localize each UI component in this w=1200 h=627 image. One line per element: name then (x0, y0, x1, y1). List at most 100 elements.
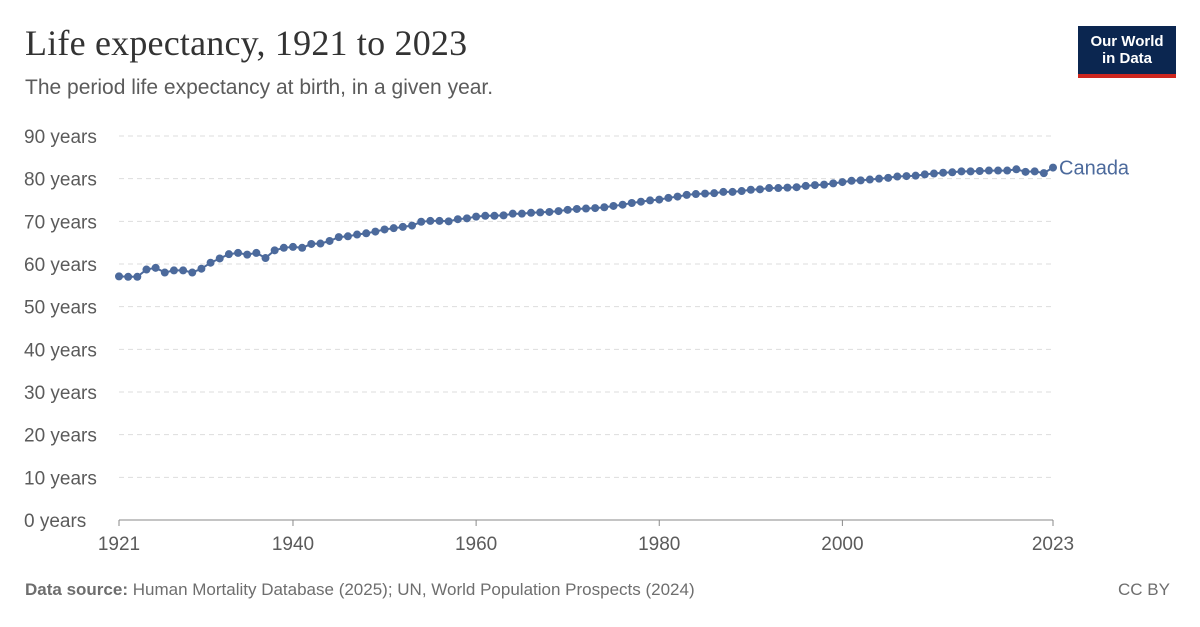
data-point (563, 205, 572, 214)
data-point (710, 189, 719, 198)
data-point (124, 272, 133, 281)
data-point (975, 166, 984, 175)
data-point (453, 215, 462, 224)
data-point (902, 172, 911, 181)
data-point (426, 216, 435, 225)
data-point (636, 197, 645, 206)
data-point (920, 170, 929, 179)
data-point (499, 211, 508, 220)
y-tick-label: 80 years (24, 170, 97, 191)
data-point (774, 184, 783, 193)
data-point (765, 184, 774, 193)
data-point (444, 217, 453, 226)
data-point (462, 214, 471, 223)
data-point (517, 209, 526, 218)
data-point (1030, 167, 1039, 176)
data-point (939, 168, 948, 177)
data-point (536, 208, 545, 217)
data-point (875, 174, 884, 183)
data-point (609, 201, 618, 210)
data-point (627, 198, 636, 207)
data-point (398, 222, 407, 231)
data-point (224, 250, 233, 259)
data-point (929, 169, 938, 178)
data-point (481, 211, 490, 220)
license-link[interactable]: CC BY (1118, 580, 1170, 599)
data-point (215, 254, 224, 263)
data-point (591, 204, 600, 213)
x-tick-label: 1940 (272, 534, 314, 555)
x-tick-label: 2000 (821, 534, 863, 555)
data-point (994, 166, 1003, 175)
y-tick-label: 70 years (24, 212, 97, 233)
data-point (865, 175, 874, 184)
data-point (966, 167, 975, 176)
data-point (362, 229, 371, 238)
data-point (655, 195, 664, 204)
y-tick-label: 50 years (24, 298, 97, 319)
data-point (316, 239, 325, 248)
data-point (179, 266, 188, 275)
series-label: Canada (1059, 158, 1130, 180)
data-point (1049, 163, 1057, 172)
x-tick-label: 1980 (638, 534, 680, 555)
data-point (728, 187, 737, 196)
chart-subtitle: The period life expectancy at birth, in … (25, 76, 494, 99)
data-point (737, 187, 746, 196)
data-point (810, 181, 819, 190)
data-point (115, 272, 123, 281)
data-point (169, 266, 178, 275)
y-tick-label: 0 years (24, 511, 86, 532)
data-point (957, 167, 966, 176)
data-point (343, 232, 352, 241)
data-point (206, 258, 215, 267)
data-point (719, 187, 728, 196)
data-point (527, 208, 536, 217)
data-point (911, 171, 920, 180)
data-point (1012, 165, 1021, 174)
x-tick-label: 2023 (1032, 534, 1074, 555)
data-point (371, 227, 380, 236)
series-line (118, 166, 1054, 278)
data-source-text[interactable]: Human Mortality Database (2025); UN, Wor… (132, 580, 695, 599)
data-point (746, 185, 755, 194)
data-point (380, 225, 389, 234)
data-point (288, 242, 297, 251)
data-point (133, 272, 142, 281)
y-tick-label: 20 years (24, 426, 97, 447)
data-point (279, 243, 288, 252)
data-point (664, 193, 673, 202)
data-source-label: Data source: (25, 580, 128, 599)
logo-line-2: in Data (1101, 50, 1152, 67)
data-point (1021, 167, 1030, 176)
x-tick-label: 1960 (455, 534, 497, 555)
data-point (252, 248, 261, 257)
data-point (151, 263, 160, 272)
y-tick-label: 90 years (24, 127, 97, 148)
data-point (490, 211, 499, 220)
data-point (1003, 166, 1012, 175)
data-point (884, 173, 893, 182)
data-source: Data source: Human Mortality Database (2… (25, 580, 695, 600)
data-point (160, 268, 169, 277)
data-point (838, 178, 847, 187)
data-point (701, 189, 710, 198)
data-point (353, 230, 362, 239)
y-tick-label: 60 years (24, 255, 97, 276)
data-point (820, 180, 829, 189)
data-point (572, 204, 581, 213)
data-point (948, 168, 957, 177)
data-point (545, 207, 554, 216)
data-point (270, 246, 279, 255)
data-point (234, 248, 243, 257)
data-point (847, 176, 856, 185)
x-tick-label: 1921 (98, 534, 140, 555)
data-point (325, 236, 334, 245)
y-tick-label: 30 years (24, 383, 97, 404)
data-point (856, 176, 865, 185)
data-point (893, 172, 902, 181)
data-point (783, 183, 792, 192)
data-point (682, 190, 691, 199)
owid-logo[interactable]: Our World in Data (1078, 26, 1176, 78)
